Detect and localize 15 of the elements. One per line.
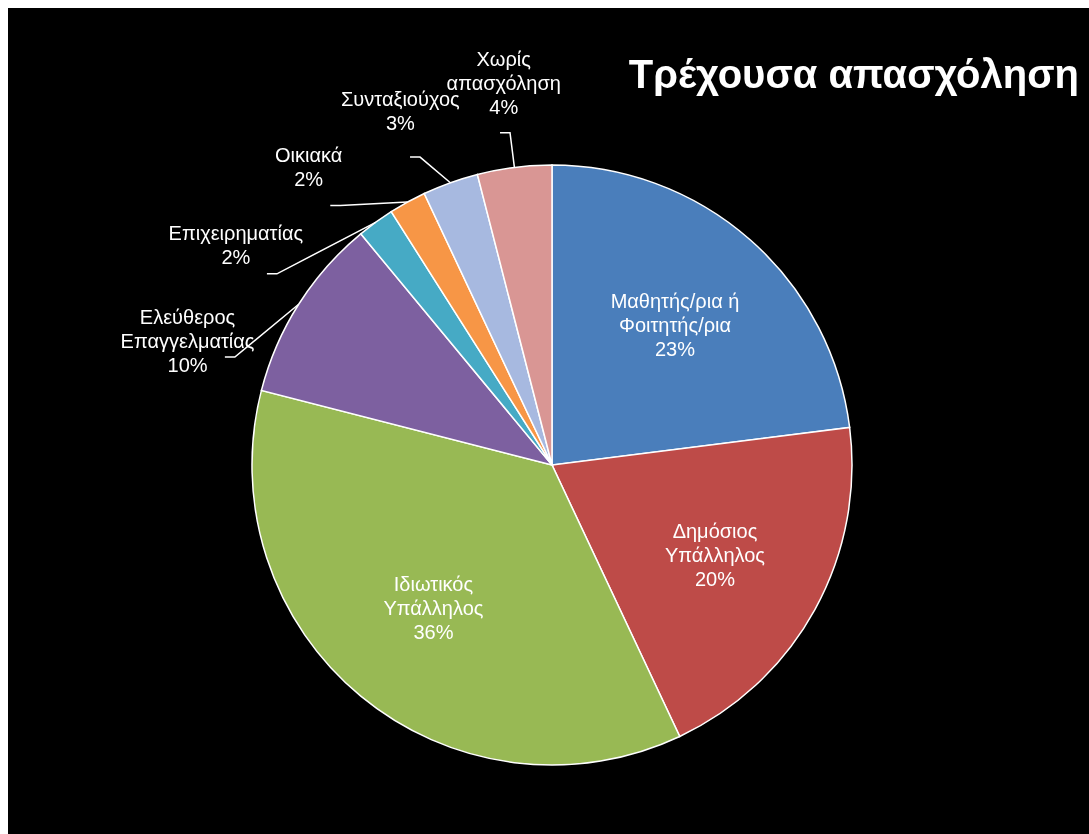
slice-label: Μαθητής/ρια ή Φοιτητής/ρια — [610, 290, 740, 337]
slice-label: Επιχειρηματίας — [168, 222, 304, 245]
data-label: 23% — [654, 338, 696, 361]
chart-title: Τρέχουσα απασχόληση — [628, 52, 1079, 96]
slice-label: Ιδιωτικός Υπάλληλος — [383, 573, 484, 620]
data-label: 20% — [694, 567, 736, 590]
data-label: 36% — [413, 621, 454, 644]
slice-label: Οικιακά — [275, 143, 343, 166]
data-label: 10% — [167, 353, 208, 376]
data-label: 4% — [489, 96, 519, 119]
data-label: 2% — [221, 246, 251, 269]
slice-label: Δημόσιος Υπάλληλος — [664, 519, 766, 566]
data-label: 3% — [385, 112, 415, 135]
slice-label: Ελεύθερος Επαγγελματίας — [120, 305, 255, 352]
data-label: 2% — [294, 167, 324, 190]
